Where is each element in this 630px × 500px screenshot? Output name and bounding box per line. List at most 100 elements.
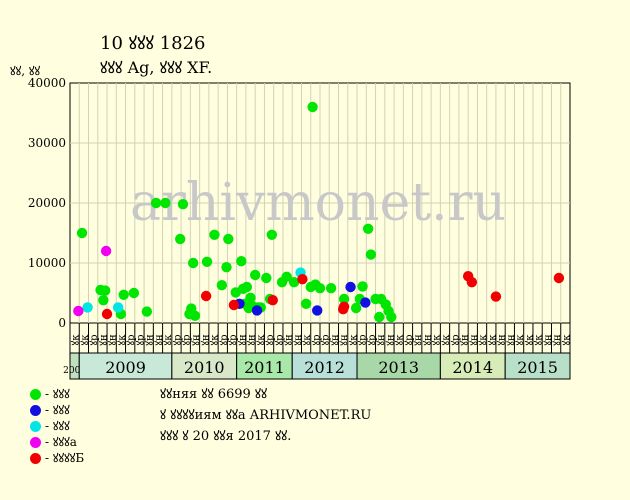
data-point [266,229,278,240]
x-axis-year-bands: 2008 2009 2010 2011 2012 2013 2014 2015 [63,352,571,380]
year-band [171,352,238,380]
legend-item: - ꙋꙋꙋ [30,401,70,417]
x-period-label: ꙋн [339,334,350,346]
x-period-label: ꙋр [274,334,285,345]
chart-grid [70,83,570,323]
data-point [76,227,88,239]
data-point [228,299,240,311]
x-period-label: ꙋк [561,334,572,346]
data-point [314,283,326,294]
y-tick-label: 10000 [28,256,66,270]
data-point [300,298,312,309]
x-period-label: ꙋн [247,334,258,346]
data-point [216,280,228,291]
x-period-label: ꙋк [432,334,443,346]
data-point [177,199,189,210]
data-point [82,302,93,313]
year-label: 2012 [304,358,345,377]
data-point [281,271,292,282]
data-point [297,274,308,285]
data-point [245,292,256,303]
x-period-label: ꙋк [395,334,406,346]
data-point [100,245,112,257]
data-point [189,310,201,321]
x-period-label: ꙋр [321,334,332,345]
data-point [386,311,397,323]
x-period-label: ꙋн [376,334,387,346]
data-point [187,257,199,269]
data-point [249,269,261,281]
data-point [112,302,124,313]
footnote-line: ꙋꙋꙋ ꙋ 20 ꙋꙋя 2017 ꙋꙋ. [160,429,292,444]
year-label: 2011 [244,358,285,377]
data-point [466,277,478,288]
x-period-label: ꙋр [126,334,137,345]
data-point [261,272,272,284]
x-period-label: ꙋн [543,334,554,346]
data-point [223,233,234,245]
x-period-label: ꙋн [552,334,563,346]
x-period-label: ꙋн [330,334,341,346]
legend-marker [30,421,41,432]
legend-item: - ꙋꙋꙋ [30,417,70,433]
data-point [101,308,113,320]
year-band [291,352,358,380]
x-period-label: ꙋн [154,334,165,346]
data-point [362,223,374,234]
x-period-label: ꙋр [367,334,378,345]
x-period-label: ꙋк [80,334,91,346]
x-period-label: ꙋк [524,334,535,346]
x-period-label: ꙋн [497,334,508,346]
data-point [99,285,111,296]
data-point [312,305,323,316]
legend-label: - ꙋꙋꙋꙋБ [45,451,85,465]
year-band [504,352,571,380]
x-period-label: ꙋн [237,334,248,346]
y-tick-label: 40000 [28,76,66,90]
data-point [118,289,129,300]
watermark: arhivmonet.ru [130,173,506,233]
year-label: 2014 [452,358,493,377]
legend-item: - ꙋꙋꙋа [30,433,77,449]
legend-label: - ꙋꙋꙋ [45,403,70,417]
data-points [73,101,565,323]
x-period-label: ꙋк [441,334,452,346]
data-point [200,290,212,302]
y-tick-label: 30000 [28,136,66,150]
y-axis-ticks: 0 10000 20000 30000 40000 [28,76,66,330]
year-label: 2013 [378,358,419,377]
data-point [350,302,362,314]
x-period-label: ꙋн [108,334,119,346]
data-point [73,305,84,317]
x-period-label: ꙋн [191,334,202,346]
data-point [267,295,278,306]
footnote-line: ꙋꙋняя ꙋꙋ 6699 ꙋꙋ [160,387,268,402]
data-point [360,297,371,308]
x-period-label: ꙋр [450,334,461,345]
legend-label: - ꙋꙋꙋ [45,419,70,433]
x-period-label: ꙋн [145,334,156,346]
data-point [553,272,565,284]
data-point [490,291,502,302]
x-period-label: ꙋк [534,334,545,346]
data-point [307,101,318,113]
data-point [98,295,109,306]
year-band [78,352,173,380]
data-point [221,262,232,273]
y-tick-label: 20000 [28,196,66,210]
x-period-label: ꙋн [422,334,433,346]
data-point [288,277,300,288]
data-point [141,306,153,317]
x-period-label: ꙋр [228,334,239,345]
x-period-label: ꙋк [117,334,128,346]
data-point [325,283,337,294]
legend-item: - ꙋꙋꙋ [30,385,70,401]
x-period-label: ꙋн [98,334,109,346]
x-period-label: ꙋн [200,334,211,346]
year-band [236,352,293,380]
y-axis-unit-label: ꙋꙋ, ꙋꙋ [10,64,41,78]
x-period-label: ꙋн [385,334,396,346]
data-point [338,301,350,312]
year-label: 2008 [63,366,86,376]
